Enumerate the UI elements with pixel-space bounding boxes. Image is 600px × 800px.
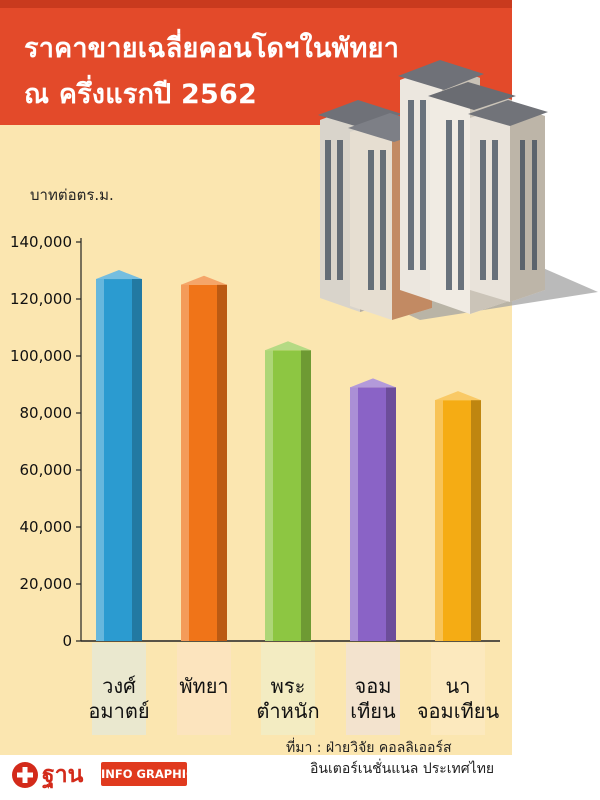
chart-title: ราคาขายเฉลี่ยคอนโดฯในพัทยา ณ ครึ่งแรกปี … — [24, 26, 400, 118]
bar-highlight-left — [435, 400, 443, 641]
bar-shade-right — [217, 284, 227, 641]
y-tick-label: 40,000 — [20, 518, 73, 536]
brand-name: ฐาน — [42, 762, 84, 788]
x-category-label: พระ ตำหนัก — [243, 674, 333, 724]
bar-reflection — [261, 643, 315, 735]
x-category-line: พัทยา — [179, 674, 229, 698]
bar-highlight-left — [181, 284, 189, 641]
banner-top-cap — [0, 0, 512, 8]
y-tick-label: 0 — [62, 632, 72, 650]
bar-reflection — [431, 643, 485, 735]
bar-reflection — [346, 643, 400, 735]
x-category-label: นา จอมเทียน — [413, 674, 503, 724]
x-category-line: พระ — [270, 674, 306, 698]
bar-cap — [96, 270, 142, 280]
x-category-line: อมาตย์ — [88, 699, 150, 723]
y-tick-label: 60,000 — [20, 461, 73, 479]
y-tick-label: 100,000 — [10, 347, 72, 365]
bar-cap — [265, 341, 311, 351]
building-illustration — [318, 60, 598, 320]
source-line-1: ที่มา : ฝ่ายวิจัย คอลลิเออร์ส — [286, 740, 452, 756]
title-line-1: ราคาขายเฉลี่ยคอนโดฯในพัทยา — [24, 33, 400, 64]
bar-shade-right — [132, 279, 142, 641]
footer-logo: ฐาน INFO GRAPHIC — [0, 756, 195, 794]
bar-shade-right — [301, 350, 311, 641]
y-tick-label: 80,000 — [20, 404, 73, 422]
brand-tag: INFO GRAPHIC — [101, 762, 195, 786]
plus-icon — [12, 762, 38, 788]
x-category-line: นา — [445, 674, 471, 698]
bar-cap — [435, 391, 481, 401]
title-line-2: ณ ครึ่งแรกปี 2562 — [24, 79, 257, 110]
title-banner — [0, 0, 512, 125]
bar-shade-right — [386, 387, 396, 641]
bar-reflection — [177, 643, 231, 735]
y-axis-label: บาทต่อตร.ม. — [30, 186, 114, 204]
bar-cap — [181, 275, 227, 285]
x-category-line: จอม — [354, 674, 392, 698]
x-category-label: วงศ์ อมาตย์ — [74, 674, 164, 724]
bar-highlight-left — [265, 350, 273, 641]
x-category-line: ตำหนัก — [256, 699, 320, 723]
bar-cap — [350, 378, 396, 388]
bar-highlight-left — [350, 387, 358, 641]
bar-highlight-left — [96, 279, 104, 641]
source-note: ที่มา : ฝ่ายวิจัย คอลลิเออร์ส อินเตอร์เน… — [286, 738, 494, 780]
x-category-line: จอมเทียน — [416, 699, 500, 723]
x-category-line: วงศ์ — [102, 674, 136, 698]
source-line-2: อินเตอร์เนชั่นแนล ประเทศไทย — [310, 761, 495, 777]
y-tick-label: 20,000 — [20, 575, 73, 593]
bar-shade-right — [471, 400, 481, 641]
y-tick-label: 140,000 — [10, 233, 72, 251]
y-tick-label: 120,000 — [10, 290, 72, 308]
x-category-line: เทียน — [350, 699, 396, 723]
bar-reflection — [92, 643, 146, 735]
x-category-label: พัทยา — [159, 674, 249, 699]
x-category-label: จอม เทียน — [328, 674, 418, 724]
